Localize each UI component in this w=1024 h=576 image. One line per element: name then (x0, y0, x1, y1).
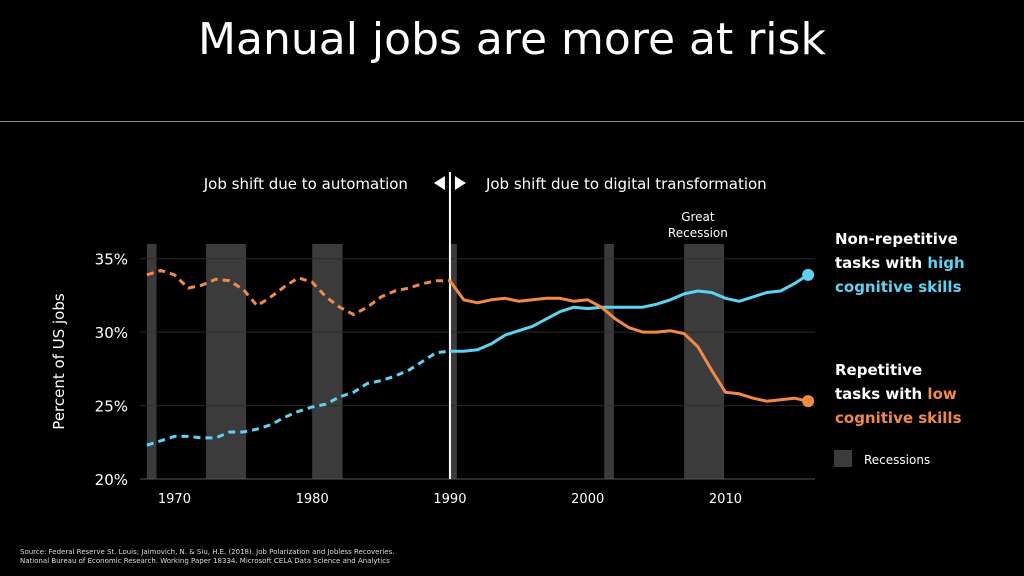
source-line-2: National Bureau of Economic Research. Wo… (20, 557, 390, 565)
arrow-left-icon (433, 176, 445, 190)
annotation-line-2: Recession (668, 226, 728, 240)
series-label-high-line-1: Non-repetitive (835, 230, 958, 248)
y-tick-label: 20% (95, 471, 128, 489)
recession-band (146, 244, 157, 479)
x-tick-label: 1970 (158, 492, 191, 507)
recession-band (449, 244, 457, 479)
y-tick-label: 30% (95, 324, 128, 342)
legend-recession-swatch (834, 450, 852, 467)
series-endpoint-high (802, 268, 815, 281)
series-label-high-line-3: cognitive skills (835, 278, 962, 296)
series-line-low-dashed (146, 268, 450, 316)
page-title: Manual jobs are more at risk (198, 14, 826, 65)
series-label-high-line-2: tasks with high (835, 254, 965, 272)
series-line-high-solid (449, 273, 809, 353)
series-line-high-dashed (146, 349, 451, 447)
y-tick-label: 35% (95, 251, 128, 269)
y-tick-label: 25% (95, 398, 128, 416)
x-tick-label: 1990 (433, 492, 466, 507)
series-label-high-highlight: high (927, 254, 964, 272)
annotation-line-1: Great (681, 210, 715, 224)
x-tick-label: 2000 (571, 492, 604, 507)
x-tick-label: 1980 (296, 492, 329, 507)
source-note: Source: Federal Reserve St. Louis; Jaimo… (20, 548, 395, 566)
recession-band (604, 244, 614, 479)
phase-left-label: Job shift due to automation (203, 175, 408, 193)
recession-band (312, 244, 343, 479)
grid-lines (140, 172, 815, 480)
series-label-low-line-2: tasks with low (835, 385, 957, 403)
legend-recession-label: Recessions (864, 453, 930, 467)
series-label-low-line-1: Repetitive (835, 361, 922, 379)
series-endpoint-low (802, 395, 815, 408)
y-axis-label: Percent of US jobs (50, 293, 68, 430)
series-label-low-line-3: cognitive skills (835, 409, 962, 427)
source-line-1: Source: Federal Reserve St. Louis; Jaimo… (20, 548, 395, 556)
recession-band (206, 244, 247, 479)
series-line-low-solid (448, 279, 809, 403)
series-lines (146, 268, 815, 447)
recession-bands (146, 244, 725, 479)
x-tick-label: 2010 (709, 492, 742, 507)
title-divider (0, 121, 1024, 122)
arrow-right-icon (454, 176, 466, 190)
recession-band (684, 244, 725, 479)
chart-labels: 20% 25% 30% 35% 1970 1980 1990 2000 2010 Percent … (50, 175, 965, 507)
phase-right-label: Job shift due to digital transformation (485, 175, 767, 193)
series-label-low-highlight: low (927, 385, 956, 403)
